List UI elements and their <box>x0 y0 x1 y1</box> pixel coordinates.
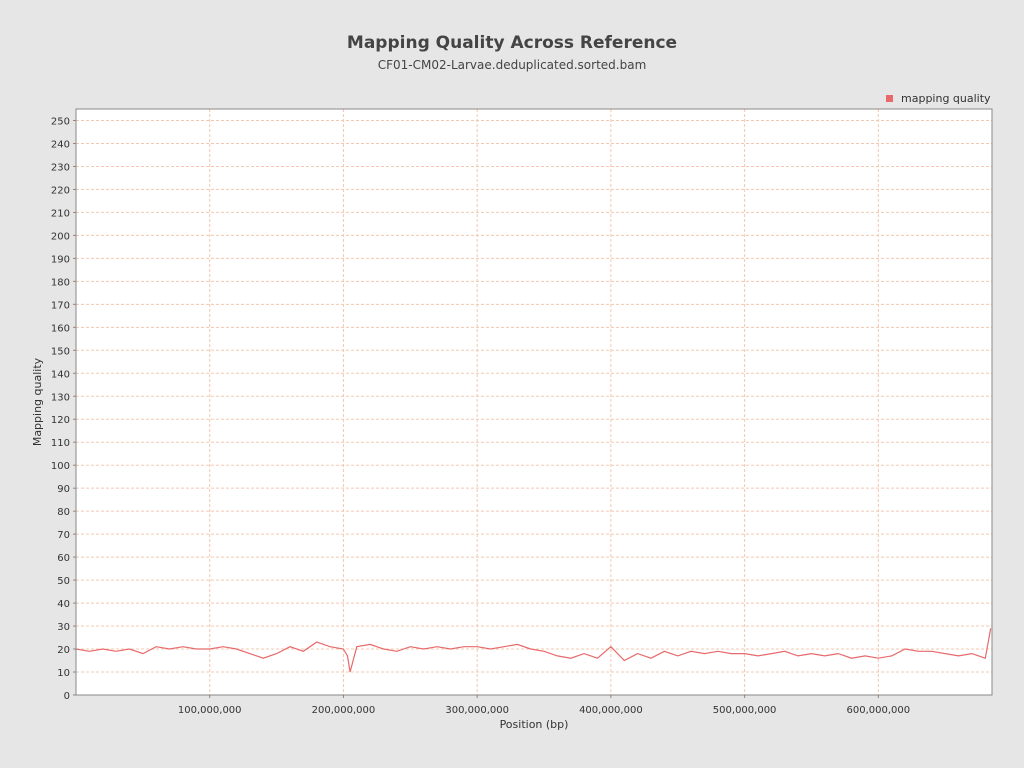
x-tick-label: 100,000,000 <box>178 705 242 716</box>
y-axis: 0 10 20 30 40 50 60 70 80 90 100 110 120 130 140 150 160… <box>51 116 76 702</box>
y-tick-label: 160 <box>51 323 70 334</box>
y-tick-label: 70 <box>57 530 70 541</box>
y-tick-label: 210 <box>51 208 70 219</box>
x-tick-label: 200,000,000 <box>312 705 376 716</box>
y-tick-label: 150 <box>51 346 70 357</box>
series-layer <box>75 628 992 673</box>
chart-title: Mapping Quality Across Reference <box>347 33 677 53</box>
y-tick-label: 90 <box>57 484 70 495</box>
x-tick-label: 400,000,000 <box>579 705 643 716</box>
y-tick-label: 230 <box>51 162 70 173</box>
y-tick-label: 110 <box>51 438 70 449</box>
x-tick-label: 600,000,000 <box>847 705 911 716</box>
y-tick-label: 60 <box>57 553 70 564</box>
y-tick-label: 80 <box>57 507 70 518</box>
y-tick-label: 120 <box>51 415 70 426</box>
y-tick-label: 40 <box>57 599 70 610</box>
y-axis-title: Mapping quality <box>31 357 44 446</box>
y-tick-label: 100 <box>51 461 70 472</box>
y-tick-label: 250 <box>51 116 70 127</box>
legend: mapping quality <box>886 92 991 105</box>
y-tick-label: 170 <box>51 300 70 311</box>
plot-border <box>75 108 993 696</box>
y-tick-label: 140 <box>51 369 70 380</box>
grid <box>76 109 992 695</box>
y-tick-label: 220 <box>51 185 70 196</box>
y-tick-label: 180 <box>51 277 70 288</box>
y-tick-label: 0 <box>64 691 70 702</box>
chart-subtitle: CF01-CM02-Larvae.deduplicated.sorted.bam <box>378 58 647 72</box>
y-tick-label: 190 <box>51 254 70 265</box>
series-line-mapping-quality <box>75 628 992 673</box>
y-tick-label: 130 <box>51 392 70 403</box>
y-tick-label: 200 <box>51 231 70 242</box>
plot-area <box>76 109 992 695</box>
y-tick-label: 10 <box>57 668 70 679</box>
x-axis-title: Position (bp) <box>500 718 569 731</box>
y-tick-label: 20 <box>57 645 70 656</box>
y-tick-label: 240 <box>51 139 70 150</box>
y-tick-label: 50 <box>57 576 70 587</box>
legend-label: mapping quality <box>901 92 991 105</box>
x-tick-label: 500,000,000 <box>713 705 777 716</box>
x-axis: 100,000,000 200,000,000 300,000,000 400,000… <box>178 695 910 716</box>
y-tick-label: 30 <box>57 622 70 633</box>
legend-swatch <box>886 95 893 102</box>
x-tick-label: 300,000,000 <box>445 705 509 716</box>
